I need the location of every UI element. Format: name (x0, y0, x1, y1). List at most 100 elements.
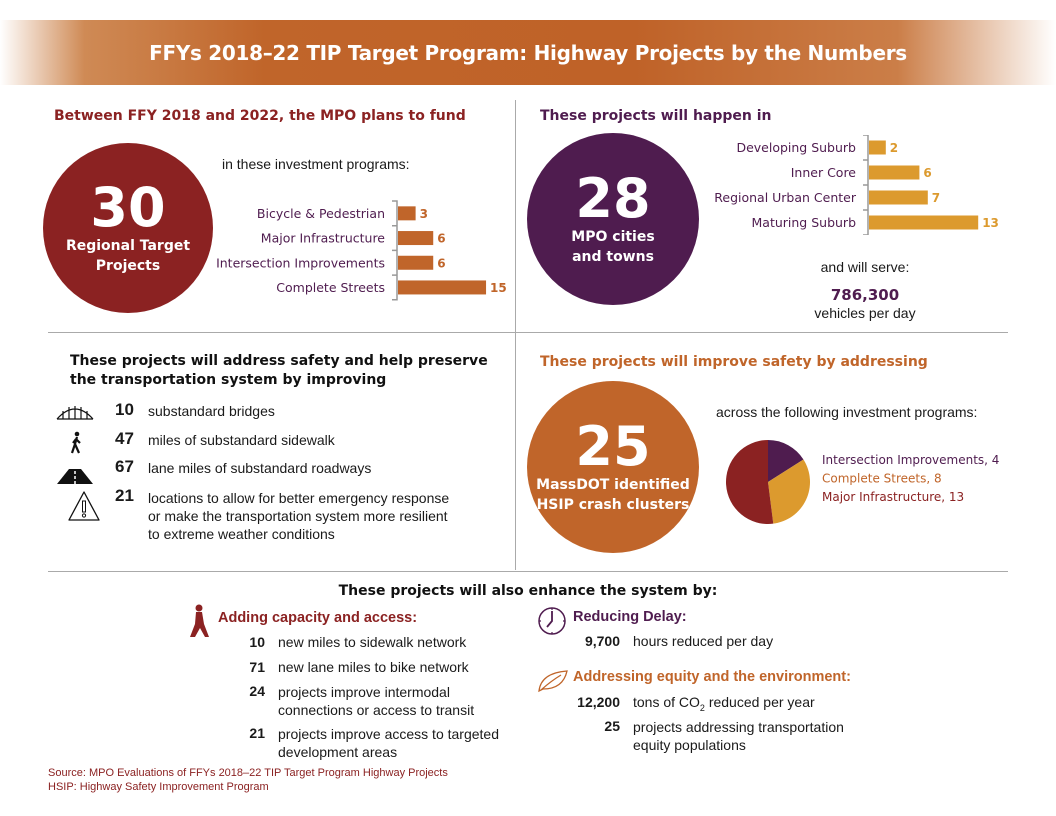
capacity-label-line: projects improve access to targeted (278, 726, 499, 742)
bar (869, 215, 979, 230)
cities-circle: 28 MPO cities and towns (527, 133, 699, 305)
value-label: 6 (923, 166, 931, 180)
crash-clusters-count: 25 (575, 415, 651, 478)
capacity-count: 24 (249, 683, 265, 699)
category-label: Developing Suburb (736, 140, 856, 155)
divider-horizontal (48, 332, 1008, 333)
safety-heading-line: These projects will address safety and h… (70, 353, 488, 369)
value-label: 15 (490, 281, 507, 295)
co2-label-text: tons of CO (633, 694, 700, 710)
axis-line (392, 200, 398, 301)
crash-clusters-label: MassDOT identified (536, 477, 690, 493)
vehicles-label: vehicles per day (814, 305, 916, 321)
clock-icon (538, 607, 566, 635)
co2-subscript: 2 (699, 702, 705, 713)
capacity-count: 71 (249, 659, 265, 675)
legend-item: Complete Streets, 8 (822, 472, 942, 486)
cities-label: and towns (572, 249, 654, 265)
locations-label-line: to extreme weather conditions (148, 526, 335, 542)
bridges-count: 10 (115, 400, 134, 419)
value-label: 13 (982, 216, 999, 230)
projects-circle: 30 Regional Target Projects (43, 143, 213, 313)
locations-label-line: locations to allow for better emergency … (148, 490, 450, 506)
projects-label: Projects (95, 258, 161, 274)
projects-label: Regional Target (65, 238, 191, 254)
value-label: 2 (890, 141, 898, 155)
category-label: Inner Core (791, 165, 857, 180)
capacity-label: new miles to sidewalk network (278, 634, 467, 650)
pie-slice (768, 440, 804, 482)
hsip-intro: across the following investment programs… (716, 404, 978, 420)
locations-label: locations to allow for better emergency … (148, 489, 449, 543)
pedestrian-icon (190, 604, 209, 637)
bar (398, 231, 434, 246)
equity-label: projects addressing transportation equity… (633, 718, 844, 754)
fund-heading: Between FFY 2018 and 2022, the MPO plans… (54, 108, 466, 124)
footnotes: Source: MPO Evaluations of FFYs 2018–22 … (48, 766, 448, 794)
bar (398, 255, 434, 270)
category-label: Complete Streets (276, 280, 385, 295)
axis-line (863, 135, 869, 235)
fund-intro: in these investment programs: (222, 156, 410, 172)
legend-item: Intersection Improvements, 4 (822, 453, 999, 467)
page-title: FFYs 2018–22 TIP Target Program: Highway… (149, 40, 907, 65)
pie-slice (768, 459, 810, 524)
equity-label-line: equity populations (633, 737, 746, 753)
equity-label-line: projects addressing transportation (633, 719, 844, 735)
vehicles-count: 786,300 (830, 286, 900, 304)
roadway-label: lane miles of substandard roadways (148, 460, 372, 476)
bar (869, 140, 886, 155)
bar (869, 190, 928, 205)
capacity-label: projects improve intermodal connections o… (278, 683, 474, 719)
category-label: Bicycle & Pedestrian (257, 206, 385, 221)
category-label: Major Infrastructure (261, 231, 386, 246)
equity-title: Addressing equity and the environment: (573, 669, 851, 685)
capacity-label: projects improve access to targeted devel… (278, 725, 499, 761)
capacity-label-line: projects improve intermodal (278, 684, 450, 700)
co2-label-text: reduced per year (704, 694, 815, 710)
safety-heading: These projects will address safety and h… (70, 352, 488, 390)
value-label: 6 (437, 256, 445, 270)
co2-count: 12,200 (577, 694, 620, 710)
bar (398, 206, 416, 221)
capacity-label: new lane miles to bike network (278, 659, 469, 675)
enhance-heading: These projects will also enhance the sys… (338, 583, 718, 599)
hsip-pie-chart: Intersection Improvements, 4 Complete Str… (726, 440, 999, 524)
bridge-icon (56, 406, 94, 420)
delay-label: hours reduced per day (633, 633, 774, 649)
divider-vertical (515, 100, 516, 570)
crash-clusters-label: HSIP crash clusters (536, 497, 690, 513)
community-bar-chart: Developing Suburb 2 Inner Core 6 Regional Ur… (714, 135, 999, 235)
crash-clusters-circle: 25 MassDOT identified HSIP crash cluster… (527, 381, 699, 553)
road-icon (57, 469, 93, 484)
places-heading: These projects will happen in (540, 108, 772, 124)
bar (398, 280, 487, 295)
warning-icon (68, 491, 100, 521)
leaf-icon (538, 670, 568, 693)
value-label: 3 (420, 207, 428, 221)
pedestrian-icon (70, 431, 81, 454)
co2-label: tons of CO2 reduced per year (633, 694, 815, 713)
capacity-count: 10 (249, 634, 265, 650)
locations-count: 21 (115, 486, 134, 505)
title-banner: FFYs 2018–22 TIP Target Program: Highway… (0, 20, 1056, 85)
serve-label: and will serve: (820, 259, 910, 275)
hsip-heading: These projects will improve safety by ad… (540, 354, 928, 370)
pie-slice (726, 440, 774, 524)
cities-label: MPO cities (571, 229, 655, 245)
equity-count: 25 (604, 718, 620, 734)
bar (869, 165, 920, 180)
sidewalk-count: 47 (115, 429, 134, 448)
delay-title: Reducing Delay: (573, 609, 687, 625)
value-label: 6 (437, 232, 445, 246)
source-note: Source: MPO Evaluations of FFYs 2018–22 … (48, 767, 448, 779)
delay-count: 9,700 (584, 633, 620, 649)
projects-count: 30 (90, 176, 166, 239)
bridges-label: substandard bridges (148, 403, 275, 419)
value-label: 7 (932, 191, 940, 205)
category-label: Regional Urban Center (714, 190, 857, 205)
capacity-label-line: connections or access to transit (278, 702, 475, 718)
locations-label-line: or make the transportation system more r… (148, 508, 448, 524)
sidewalk-label: miles of substandard sidewalk (148, 432, 335, 448)
legend-item: Major Infrastructure, 13 (822, 490, 964, 504)
